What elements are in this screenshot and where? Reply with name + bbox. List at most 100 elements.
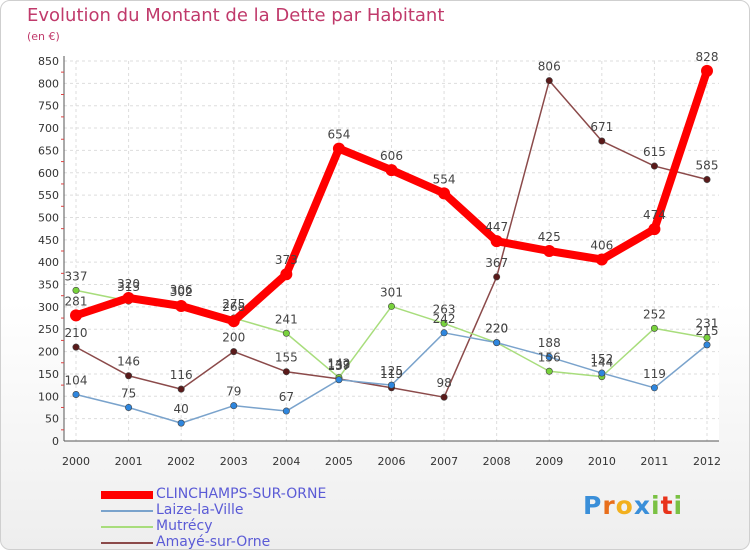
legend-swatch [101, 542, 153, 544]
data-label-laize-la-ville: 242 [433, 312, 456, 326]
y-tick-label: 750 [38, 100, 59, 113]
point-amaye-sur-orne [493, 273, 501, 281]
point-amaye-sur-orne [177, 385, 185, 393]
point-amaye-sur-orne [282, 368, 290, 376]
y-tick-label: 400 [38, 256, 59, 269]
point-laize-la-ville [177, 419, 185, 427]
x-tick-label: 2006 [378, 455, 406, 468]
data-label-laize-la-ville: 119 [643, 367, 666, 381]
data-label-clinchamps-sur-orne: 554 [433, 172, 456, 186]
data-label-laize-la-ville: 137 [327, 359, 350, 373]
y-tick-label: 800 [38, 77, 59, 90]
data-label-mutrecy: 144 [590, 356, 613, 370]
x-tick-label: 2009 [535, 455, 563, 468]
point-clinchamps-sur-orne [385, 164, 398, 177]
data-label-amaye-sur-orne: 210 [65, 326, 88, 340]
logo-letter: x [633, 491, 651, 520]
y-tick-label: 350 [38, 279, 59, 292]
point-amaye-sur-orne [598, 137, 606, 145]
data-label-amaye-sur-orne: 119 [380, 367, 403, 381]
y-tick-label: 500 [38, 211, 59, 224]
legend-swatch [101, 526, 153, 528]
data-label-clinchamps-sur-orne: 654 [327, 128, 350, 142]
y-tick-label: 250 [38, 323, 59, 336]
point-amaye-sur-orne [545, 77, 553, 85]
data-label-clinchamps-sur-orne: 828 [696, 50, 719, 64]
y-tick-label: 100 [38, 390, 59, 403]
x-tick-label: 2000 [62, 455, 90, 468]
data-label-amaye-sur-orne: 146 [117, 355, 140, 369]
data-label-amaye-sur-orne: 200 [222, 331, 245, 345]
data-label-amaye-sur-orne: 367 [485, 256, 508, 270]
data-label-mutrecy: 263 [433, 302, 456, 316]
data-label-laize-la-ville: 40 [174, 402, 189, 416]
data-label-mutrecy: 156 [538, 350, 561, 364]
data-label-clinchamps-sur-orne: 406 [590, 238, 613, 252]
point-laize-la-ville [125, 403, 133, 411]
point-laize-la-ville [598, 369, 606, 377]
data-label-laize-la-ville: 125 [380, 364, 403, 378]
y-tick-label: 700 [38, 122, 59, 135]
x-tick-label: 2007 [430, 455, 458, 468]
point-laize-la-ville [72, 391, 80, 399]
data-label-mutrecy: 231 [696, 317, 719, 331]
data-label-laize-la-ville: 215 [696, 324, 719, 338]
point-amaye-sur-orne [440, 393, 448, 401]
point-clinchamps-sur-orne [701, 64, 713, 77]
data-label-mutrecy: 306 [170, 283, 193, 297]
point-amaye-sur-orne [125, 372, 133, 380]
point-mutrecy [650, 324, 658, 332]
y-tick-label: 650 [38, 144, 59, 157]
x-tick-label: 2005 [325, 455, 353, 468]
point-clinchamps-sur-orne [122, 291, 135, 304]
y-tick-label: 150 [38, 368, 59, 381]
data-label-clinchamps-sur-orne: 302 [170, 285, 193, 299]
data-label-mutrecy: 241 [275, 312, 298, 326]
data-label-mutrecy: 252 [643, 307, 666, 321]
point-clinchamps-sur-orne [175, 299, 188, 312]
y-tick-label: 600 [38, 167, 59, 180]
data-label-amaye-sur-orne: 139 [327, 358, 350, 372]
data-label-clinchamps-sur-orne: 474 [643, 208, 666, 222]
data-label-clinchamps-sur-orne: 373 [275, 253, 298, 267]
data-label-amaye-sur-orne: 806 [538, 60, 561, 74]
point-clinchamps-sur-orne [543, 245, 556, 257]
point-mutrecy [703, 334, 711, 342]
data-label-laize-la-ville: 104 [65, 374, 88, 388]
point-clinchamps-sur-orne [332, 142, 345, 155]
logo-letter: i [673, 491, 684, 520]
logo-letter: o [615, 491, 634, 520]
point-amaye-sur-orne [72, 343, 80, 351]
point-laize-la-ville [282, 407, 290, 415]
point-clinchamps-sur-orne [280, 268, 293, 281]
proxiti-logo: Proxiti [583, 491, 683, 520]
y-tick-label: 200 [38, 346, 59, 359]
data-label-mutrecy: 220 [485, 322, 508, 336]
x-tick-label: 2002 [167, 455, 195, 468]
point-clinchamps-sur-orne [595, 253, 608, 266]
x-tick-label: 2003 [220, 455, 248, 468]
point-clinchamps-sur-orne [70, 309, 82, 322]
point-laize-la-ville [335, 376, 343, 384]
data-label-clinchamps-sur-orne: 268 [222, 300, 245, 314]
x-tick-label: 2012 [693, 455, 721, 468]
point-clinchamps-sur-orne [648, 223, 661, 236]
point-laize-la-ville [650, 384, 658, 392]
point-clinchamps-sur-orne [227, 315, 240, 328]
point-laize-la-ville [703, 341, 711, 349]
data-label-clinchamps-sur-orne: 447 [485, 220, 508, 234]
data-label-amaye-sur-orne: 585 [696, 158, 719, 172]
data-label-clinchamps-sur-orne: 320 [117, 277, 140, 291]
data-label-mutrecy: 337 [65, 269, 88, 283]
point-amaye-sur-orne [650, 162, 658, 170]
point-mutrecy [282, 329, 290, 337]
data-label-clinchamps-sur-orne: 281 [65, 294, 88, 308]
point-amaye-sur-orne [703, 175, 711, 183]
data-label-mutrecy: 301 [380, 285, 403, 299]
point-laize-la-ville [387, 381, 395, 389]
data-label-laize-la-ville: 67 [279, 390, 294, 404]
point-laize-la-ville [545, 353, 553, 361]
legend-label: CLINCHAMPS-SUR-ORNE [156, 486, 327, 502]
x-tick-label: 2001 [115, 455, 143, 468]
